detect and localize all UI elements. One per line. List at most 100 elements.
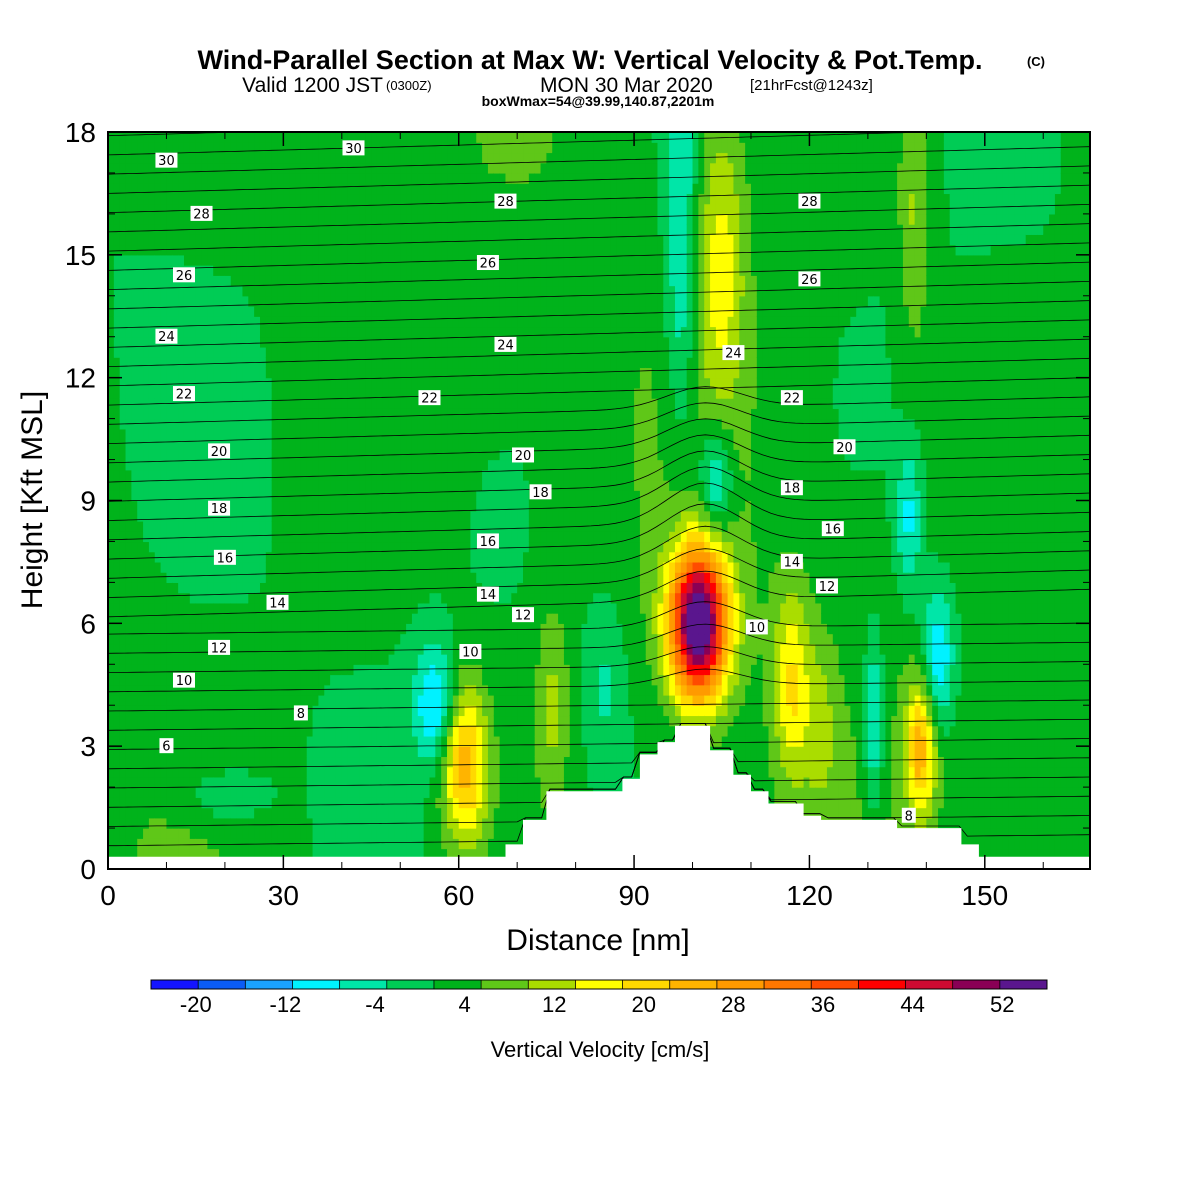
velocity-cell (166, 787, 173, 798)
velocity-cell (271, 142, 279, 154)
velocity-cell (382, 357, 390, 369)
velocity-cell (178, 336, 185, 348)
velocity-cell (201, 715, 208, 727)
velocity-cell (330, 715, 337, 727)
velocity-cell (505, 449, 512, 461)
velocity-cell (371, 244, 378, 256)
velocity-cell (493, 172, 501, 184)
velocity-cell (283, 285, 290, 297)
velocity-cell (318, 582, 325, 594)
velocity-cell (324, 254, 331, 266)
velocity-cell (230, 561, 238, 573)
velocity-cell (324, 694, 331, 706)
velocity-cell (482, 602, 489, 614)
velocity-cell (189, 541, 197, 553)
velocity-cell (330, 408, 337, 420)
velocity-cell (265, 766, 273, 778)
velocity-cell (230, 439, 238, 450)
velocity-cell (470, 756, 477, 768)
velocity-cell (108, 500, 115, 512)
velocity-cell (458, 162, 466, 174)
velocity-cell (119, 480, 127, 491)
velocity-cell (353, 183, 360, 195)
velocity-cell (143, 459, 150, 471)
velocity-cell (108, 848, 115, 860)
velocity-cell (224, 613, 232, 624)
velocity-cell (160, 756, 168, 768)
velocity-cell (283, 623, 290, 635)
velocity-cell (406, 848, 413, 860)
velocity-cell (125, 449, 132, 461)
velocity-cell (306, 643, 314, 655)
velocity-cell (283, 162, 290, 174)
velocity-cell (277, 357, 284, 369)
velocity-cell (312, 306, 320, 317)
velocity-cell (499, 500, 507, 512)
velocity-cell (295, 715, 302, 727)
velocity-cell (166, 162, 173, 174)
velocity-cell (324, 193, 331, 205)
velocity-cell (172, 459, 179, 471)
velocity-cell (254, 572, 261, 583)
velocity-cell (119, 520, 127, 532)
velocity-cell (487, 490, 495, 502)
velocity-cell (388, 213, 396, 225)
velocity-cell (435, 776, 442, 788)
velocity-cell (341, 367, 349, 379)
velocity-cell (429, 797, 436, 809)
velocity-cell (219, 787, 226, 798)
velocity-cell (236, 152, 244, 164)
velocity-cell (487, 838, 495, 850)
velocity-cell (353, 336, 360, 348)
velocity-cell (464, 449, 472, 461)
velocity-cell (113, 357, 121, 369)
velocity-cell (470, 275, 477, 287)
velocity-cell (213, 776, 220, 788)
velocity-cell (236, 848, 244, 860)
velocity-cell (160, 520, 168, 532)
velocity-cell (464, 152, 472, 164)
velocity-cell (183, 746, 191, 758)
velocity-cell (435, 633, 442, 645)
velocity-cell (265, 848, 273, 860)
velocity-cell (365, 715, 372, 727)
velocity-cell (417, 346, 425, 358)
velocity-cell (487, 613, 495, 624)
velocity-cell (435, 694, 442, 706)
velocity-cell (166, 439, 173, 450)
velocity-cell (213, 367, 220, 379)
velocity-cell (178, 469, 185, 481)
velocity-cell (435, 316, 442, 328)
velocity-cell (353, 213, 360, 225)
velocity-cell (295, 439, 302, 450)
velocity-cell (283, 234, 290, 246)
velocity-cell (265, 694, 273, 706)
velocity-cell (318, 633, 325, 645)
velocity-cell (388, 162, 396, 174)
velocity-cell (341, 572, 349, 583)
velocity-cell (353, 500, 360, 512)
velocity-cell (312, 387, 320, 399)
velocity-cell (259, 183, 267, 195)
velocity-cell (429, 203, 436, 215)
velocity-cell (166, 295, 173, 307)
velocity-cell (452, 674, 460, 686)
velocity-cell (388, 541, 396, 553)
velocity-cell (365, 172, 372, 184)
velocity-cell (271, 428, 279, 440)
velocity-cell (376, 541, 384, 553)
velocity-cell (195, 469, 203, 481)
velocity-cell (411, 193, 419, 205)
velocity-cell (312, 602, 320, 614)
velocity-cell (382, 387, 390, 399)
velocity-cell (411, 643, 419, 655)
velocity-cell (499, 367, 507, 379)
velocity-cell (347, 561, 355, 573)
velocity-cell (189, 684, 197, 696)
velocity-cell (359, 838, 366, 850)
velocity-cell (324, 428, 331, 440)
velocity-cell (283, 295, 290, 307)
velocity-cell (487, 224, 495, 235)
velocity-cell (394, 828, 401, 839)
velocity-cell (335, 817, 343, 829)
